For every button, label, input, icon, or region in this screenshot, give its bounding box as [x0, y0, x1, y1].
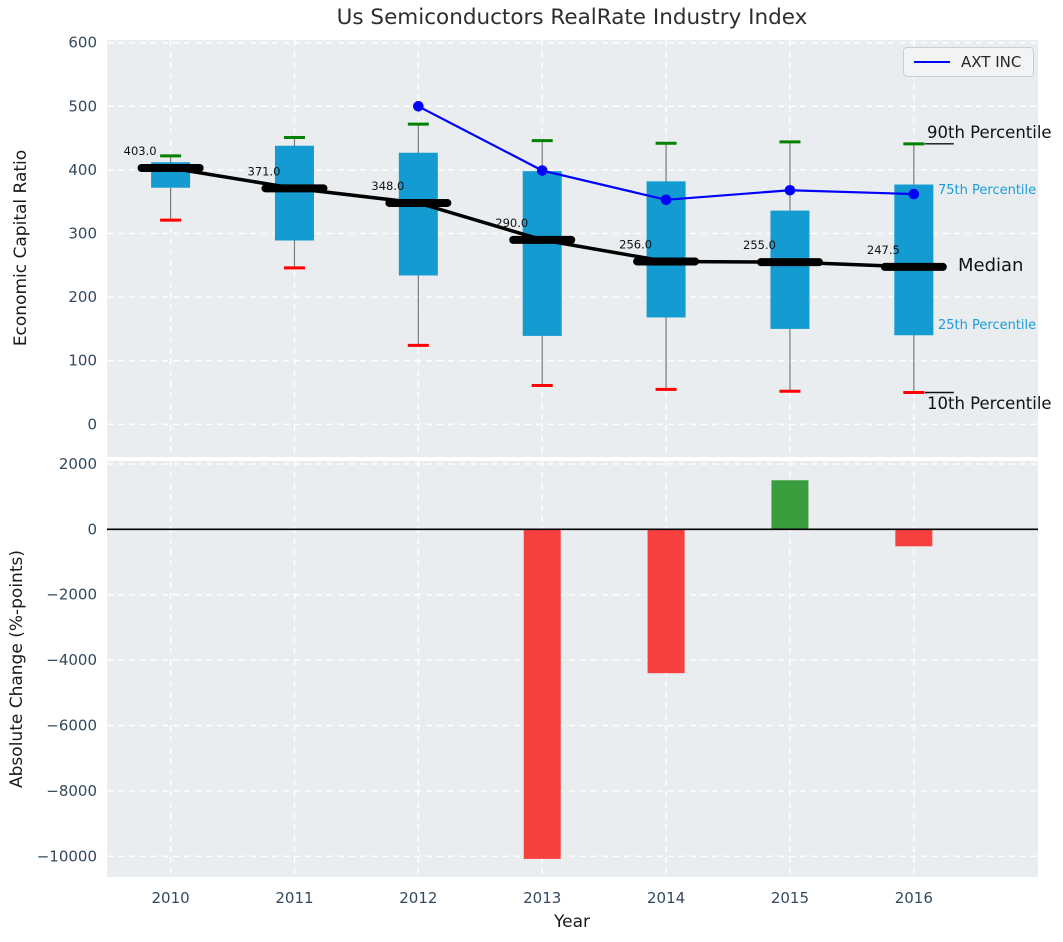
top-ytick-200: 200 — [68, 288, 97, 306]
annotation-75th-percentile: 75th Percentile — [938, 183, 1037, 198]
xtick-2014: 2014 — [647, 889, 685, 907]
axt-inc-marker-2012 — [413, 101, 424, 112]
axt-inc-marker-2013 — [536, 165, 548, 176]
median-value-label-2014: 256.0 — [619, 237, 652, 251]
percentile-box-2011 — [274, 145, 314, 241]
x-axis-label: Year — [554, 912, 590, 932]
top-ytick-300: 300 — [68, 225, 97, 243]
percentile-box-2015 — [770, 210, 810, 329]
percentile-box-2016 — [894, 184, 934, 336]
percentile-box-2012 — [398, 152, 438, 276]
xtick-2016: 2016 — [895, 889, 933, 907]
xtick-2011: 2011 — [275, 889, 313, 907]
legend-label: AXT INC — [961, 53, 1022, 71]
bottom-y-axis-label: Absolute Change (%-points) — [7, 550, 27, 788]
change-bar-2013 — [523, 529, 561, 859]
bottom-ytick-0: 0 — [87, 520, 97, 538]
annotation-90th-percentile: 90th Percentile — [927, 123, 1052, 142]
bottom-ytick--4000: −4000 — [46, 651, 97, 669]
median-value-label-2010: 403.0 — [124, 144, 157, 158]
annotation-10th-percentile: 10th Percentile — [927, 394, 1052, 413]
axt-inc-marker-2015 — [784, 184, 796, 196]
chart-title: Us Semiconductors RealRate Industry Inde… — [336, 5, 808, 30]
median-value-label-2015: 255.0 — [743, 238, 776, 252]
top-ytick-0: 0 — [87, 415, 97, 433]
xtick-2013: 2013 — [523, 889, 561, 907]
xtick-2012: 2012 — [399, 889, 437, 907]
median-value-label-2012: 348.0 — [371, 179, 404, 193]
annotation-median: Median — [958, 255, 1024, 276]
bottom-ytick--8000: −8000 — [46, 782, 97, 800]
change-bar-2015 — [771, 480, 809, 530]
axt-inc-marker-2014 — [660, 194, 672, 206]
median-value-label-2013: 290.0 — [495, 216, 528, 230]
top-ytick-600: 600 — [68, 34, 97, 52]
change-bar-2014 — [647, 529, 685, 674]
percentile-box-2013 — [522, 171, 562, 336]
top-y-axis-label: Economic Capital Ratio — [11, 149, 31, 347]
top-ytick-500: 500 — [68, 97, 97, 115]
xtick-2010: 2010 — [152, 889, 190, 907]
bottom-ytick--10000: −10000 — [37, 847, 97, 865]
median-value-label-2011: 371.0 — [248, 164, 281, 178]
legend-line-sample-icon — [914, 61, 950, 63]
axt-inc-marker-2016 — [908, 188, 920, 200]
top-ytick-100: 100 — [68, 352, 97, 370]
bottom-ytick--2000: −2000 — [46, 586, 97, 604]
legend: AXT INC — [903, 47, 1035, 77]
median-value-label-2016: 247.5 — [867, 243, 900, 257]
top-ytick-400: 400 — [68, 161, 97, 179]
bottom-axes-background — [107, 461, 1038, 877]
bottom-ytick--6000: −6000 — [46, 717, 97, 735]
change-bar-2016 — [895, 529, 933, 547]
top-axes-background — [107, 40, 1038, 457]
xtick-2015: 2015 — [771, 889, 809, 907]
annotation-25th-percentile: 25th Percentile — [938, 318, 1037, 333]
bottom-ytick-2000: 2000 — [59, 455, 97, 473]
